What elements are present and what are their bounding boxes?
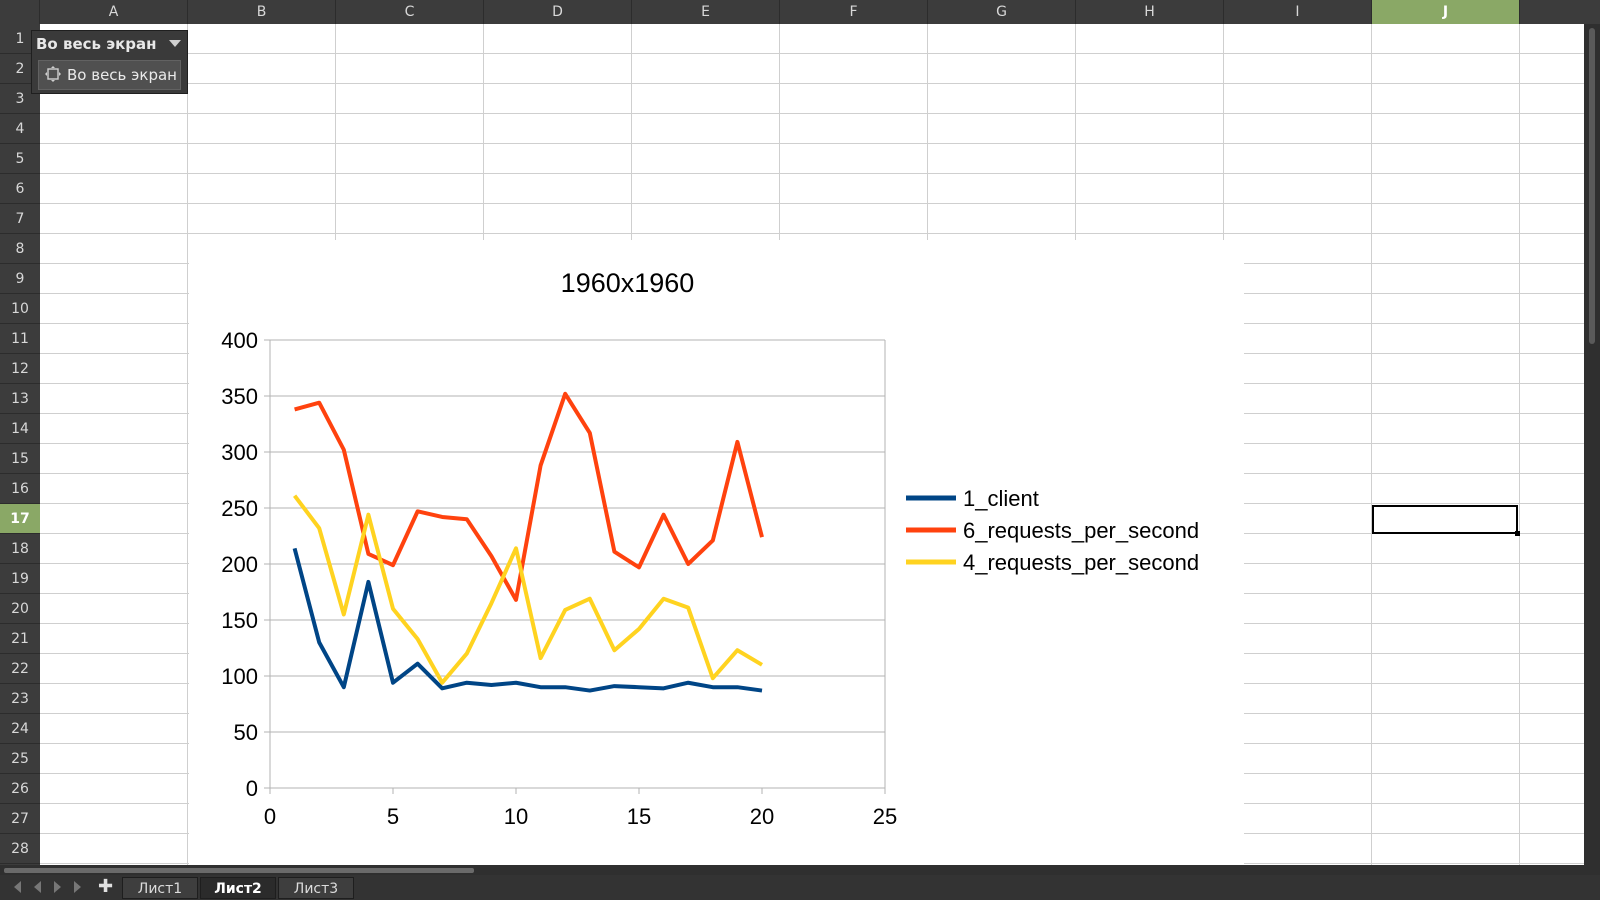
row-header-21[interactable]: 21	[0, 624, 40, 654]
y-tick-label: 200	[221, 552, 258, 577]
x-tick-label: 5	[387, 804, 399, 829]
row-header-12[interactable]: 12	[0, 354, 40, 384]
x-tick-label: 0	[264, 804, 276, 829]
row-header-24[interactable]: 24	[0, 714, 40, 744]
row-header-4[interactable]: 4	[0, 114, 40, 144]
grid-row-line	[40, 233, 1584, 234]
prev-sheet-icon[interactable]	[34, 881, 41, 893]
row-header-11[interactable]: 11	[0, 324, 40, 354]
row-header-13[interactable]: 13	[0, 384, 40, 414]
series-line-6_requests_per_second	[294, 391, 764, 602]
last-sheet-icon[interactable]	[74, 881, 81, 893]
row-header-27[interactable]: 27	[0, 804, 40, 834]
x-tick-label: 25	[873, 804, 897, 829]
column-header-d[interactable]: D	[484, 0, 632, 24]
column-header-c[interactable]: C	[336, 0, 484, 24]
y-tick-label: 250	[221, 496, 258, 521]
row-header-8[interactable]: 8	[0, 234, 40, 264]
x-tick-label: 10	[504, 804, 528, 829]
series-line-4_requests_per_second	[293, 494, 764, 685]
chevron-down-icon[interactable]	[169, 40, 181, 47]
row-header-15[interactable]: 15	[0, 444, 40, 474]
line-chart: 1960x1960 0 50 100 150 200 250 300 350 400 0 5 10 15 2…	[221, 268, 1199, 829]
column-header-h[interactable]: H	[1076, 0, 1224, 24]
grid-column-line	[1371, 24, 1372, 865]
legend-label-6_requests_per_second: 6_requests_per_second	[963, 518, 1199, 543]
row-header-6[interactable]: 6	[0, 174, 40, 204]
row-header-19[interactable]: 19	[0, 564, 40, 594]
y-tick-label: 100	[221, 664, 258, 689]
sheet-tab-1[interactable]: Лист1	[122, 877, 198, 899]
row-header-2[interactable]: 2	[0, 54, 40, 84]
row-header-26[interactable]: 26	[0, 774, 40, 804]
column-header-i[interactable]: I	[1224, 0, 1372, 24]
y-tick-label: 0	[246, 776, 258, 801]
column-header-j[interactable]: J	[1372, 0, 1520, 24]
row-header-14[interactable]: 14	[0, 414, 40, 444]
row-header-10[interactable]: 10	[0, 294, 40, 324]
fullscreen-toolbar: Во весь экран Во весь экран	[31, 30, 188, 94]
row-header-5[interactable]: 5	[0, 144, 40, 174]
grid-row-line	[40, 203, 1584, 204]
row-header-20[interactable]: 20	[0, 594, 40, 624]
fullscreen-button-label: Во весь экран	[67, 66, 177, 84]
add-sheet-icon[interactable]: ✚	[98, 876, 114, 897]
vertical-scrollbar-thumb[interactable]	[1589, 28, 1595, 344]
row-header-16[interactable]: 16	[0, 474, 40, 504]
selected-cell-j17[interactable]	[1372, 505, 1518, 534]
sheet-tab-2[interactable]: Лист2	[200, 877, 276, 899]
chart-title: 1960x1960	[561, 268, 695, 298]
legend-label-4_requests_per_second: 4_requests_per_second	[963, 550, 1199, 575]
row-header-9[interactable]: 9	[0, 264, 40, 294]
row-header-17[interactable]: 17	[0, 504, 40, 534]
row-header-23[interactable]: 23	[0, 684, 40, 714]
grid-row-line	[40, 53, 1584, 54]
first-sheet-icon[interactable]	[14, 881, 21, 893]
row-header-bar: 1 2 3 4 5 6 7 8 9 10 11 12 13 14 15 16 17 18 19 20 21 22 23 24 2…	[0, 24, 40, 865]
grid-row-line	[40, 113, 1584, 114]
series-line-1_client	[292, 547, 763, 693]
toolbar-title: Во весь экран	[36, 35, 157, 53]
chart-object[interactable]: 1960x1960 0 50 100 150 200 250 300 350 400 0 5 10 15 2…	[189, 240, 1244, 865]
x-tick-label: 15	[627, 804, 651, 829]
y-tick-label: 400	[221, 328, 258, 353]
next-sheet-icon[interactable]	[54, 881, 61, 893]
horizontal-scrollbar[interactable]	[0, 865, 1600, 875]
column-header-a[interactable]: A	[40, 0, 188, 24]
row-header-22[interactable]: 22	[0, 654, 40, 684]
column-header-f[interactable]: F	[780, 0, 928, 24]
fullscreen-button[interactable]: Во весь экран	[38, 60, 181, 90]
y-tick-label: 350	[221, 384, 258, 409]
vertical-scrollbar[interactable]	[1584, 24, 1600, 865]
row-header-1[interactable]: 1	[0, 24, 40, 54]
x-tick-label: 20	[750, 804, 774, 829]
y-tick-label: 300	[221, 440, 258, 465]
row-header-7[interactable]: 7	[0, 204, 40, 234]
y-tick-label: 50	[234, 720, 258, 745]
grid-column-line	[1519, 24, 1520, 865]
row-header-18[interactable]: 18	[0, 534, 40, 564]
grid-row-line	[40, 83, 1584, 84]
row-header-28[interactable]: 28	[0, 834, 40, 864]
row-header-25[interactable]: 25	[0, 744, 40, 774]
grid-row-line	[40, 143, 1584, 144]
grid-row-line	[40, 173, 1584, 174]
fill-handle[interactable]	[1515, 531, 1520, 536]
grid-column-line	[187, 24, 188, 865]
row-header-3[interactable]: 3	[0, 84, 40, 114]
fullscreen-icon	[45, 66, 61, 82]
column-header-partial[interactable]	[1520, 0, 1600, 24]
column-header-b[interactable]: B	[188, 0, 336, 24]
y-tick-label: 150	[221, 608, 258, 633]
legend-label-1_client: 1_client	[963, 486, 1039, 511]
sheet-tab-bar: ✚ Лист1 Лист2 Лист3	[0, 875, 1600, 900]
select-all-corner[interactable]	[0, 0, 40, 24]
column-header-g[interactable]: G	[928, 0, 1076, 24]
horizontal-scrollbar-thumb[interactable]	[4, 868, 474, 873]
column-header-e[interactable]: E	[632, 0, 780, 24]
sheet-tab-3[interactable]: Лист3	[278, 877, 354, 899]
